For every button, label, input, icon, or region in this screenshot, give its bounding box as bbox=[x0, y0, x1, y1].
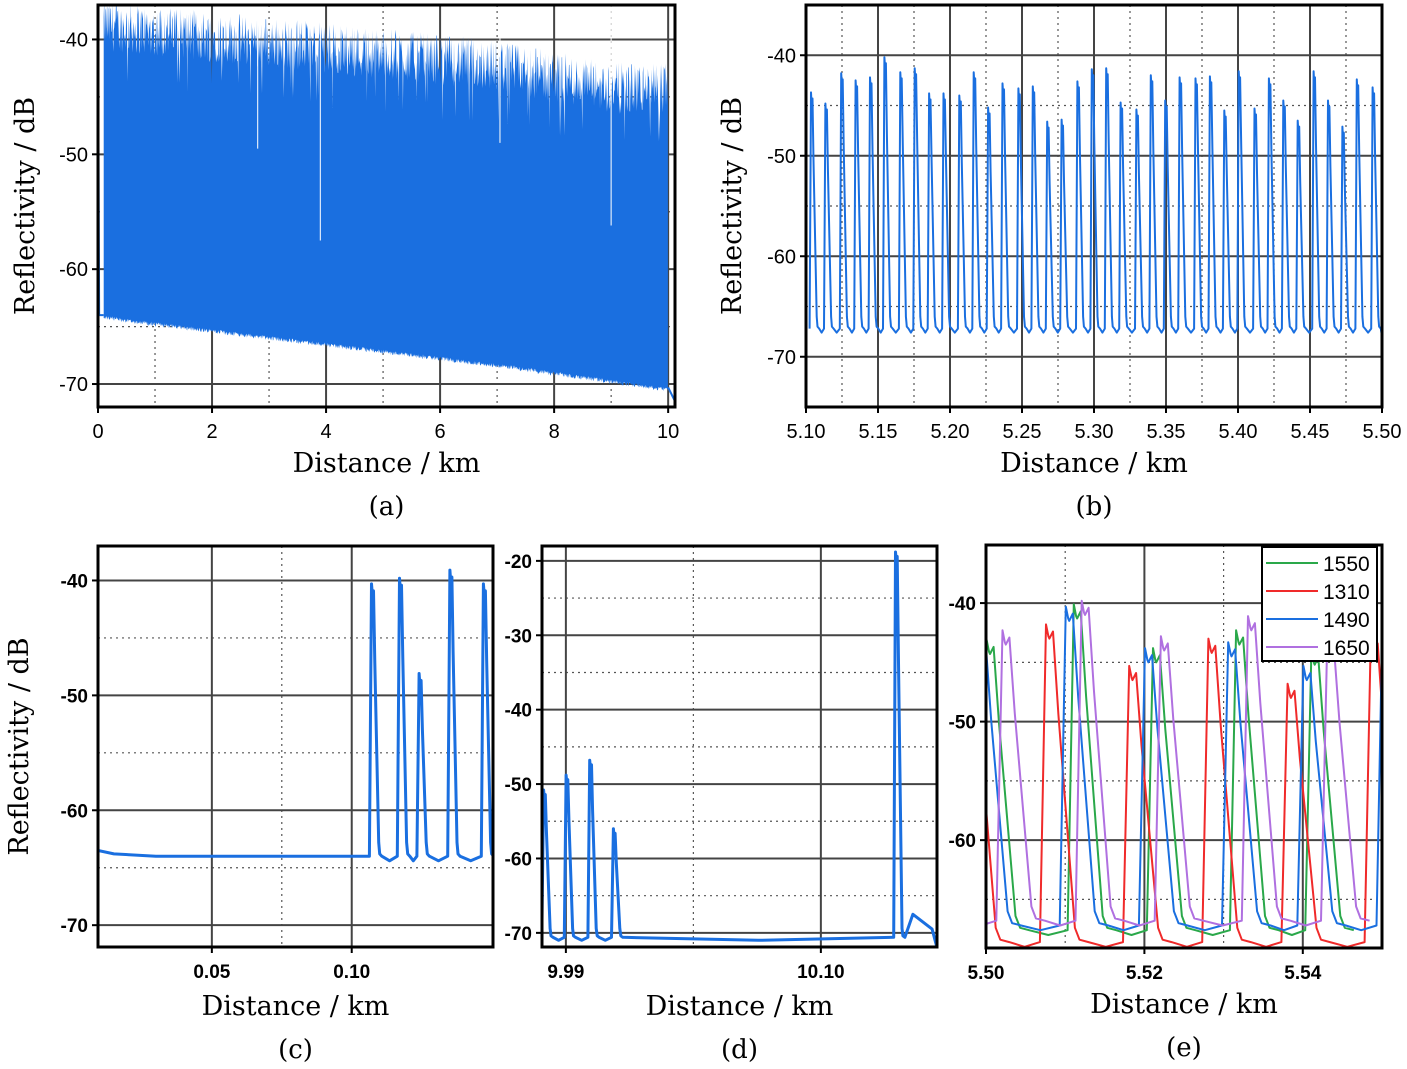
legend: 1550 1310 1490 1650 bbox=[1261, 546, 1378, 662]
panel-c: 0.05 0.10 -40 -50 -60 -70 Distance / km Reflect… bbox=[4, 544, 495, 1065]
y-tick-label: -50 bbox=[949, 713, 976, 734]
plot-frame bbox=[540, 544, 939, 949]
panel-a: 0 2 4 6 8 10 -40 -50 -60 -70 Distance / km Reflecti… bbox=[10, 3, 679, 522]
y-tick-label: -60 bbox=[505, 849, 532, 870]
x-axis-title: Distance / km bbox=[202, 991, 390, 1022]
x-tick-label: 10.10 bbox=[797, 962, 845, 983]
panel-caption: (d) bbox=[721, 1035, 758, 1065]
series-line-1490 bbox=[986, 605, 1382, 932]
y-tick-label: -50 bbox=[767, 146, 796, 168]
x-axis-title: Distance / km bbox=[293, 448, 481, 479]
y-tick-label: -70 bbox=[61, 916, 88, 937]
series-line-1650 bbox=[986, 599, 1370, 927]
y-tick-label: -60 bbox=[767, 246, 796, 268]
x-tick-label: 9.99 bbox=[547, 962, 584, 983]
plot-area bbox=[542, 550, 937, 947]
x-axis-title: Distance / km bbox=[646, 991, 834, 1022]
x-tick-label: 5.40 bbox=[1219, 421, 1258, 443]
y-tick-label: -40 bbox=[949, 594, 976, 615]
plot-area bbox=[98, 568, 493, 863]
x-tick-label: 5.30 bbox=[1075, 421, 1114, 443]
y-tick-label: -30 bbox=[505, 626, 532, 647]
y-tick-label: -70 bbox=[767, 347, 796, 369]
x-tick-label: 5.50 bbox=[968, 963, 1005, 984]
legend-label-1310: 1310 bbox=[1323, 581, 1370, 604]
x-tick-label: 5.52 bbox=[1126, 963, 1163, 984]
x-tick-label: 0 bbox=[92, 421, 103, 443]
y-tick-label: -40 bbox=[767, 45, 796, 67]
legend-box bbox=[1261, 546, 1378, 662]
y-tick-label: -60 bbox=[61, 801, 88, 822]
x-tick-label: 5.45 bbox=[1291, 421, 1330, 443]
x-tick-label: 5.25 bbox=[1003, 421, 1042, 443]
reflectivity-trace-area bbox=[103, 5, 668, 392]
y-tick-label: -50 bbox=[59, 144, 88, 166]
x-tick-label: 8 bbox=[549, 421, 560, 443]
y-tick-label: -60 bbox=[59, 259, 88, 281]
plot-frame bbox=[96, 3, 677, 409]
x-tick-label: 5.35 bbox=[1147, 421, 1186, 443]
panel-e: 5.50 5.52 5.54 -40 -50 -60 Distance / km (e) 155… bbox=[949, 543, 1384, 1063]
panel-caption: (b) bbox=[1076, 492, 1113, 522]
x-tick-label: 5.54 bbox=[1284, 963, 1321, 984]
y-tick-label: -50 bbox=[505, 775, 532, 796]
panel-caption: (a) bbox=[369, 492, 405, 522]
series-line-1310 bbox=[986, 623, 1382, 948]
series-line-trace bbox=[542, 550, 937, 947]
x-axis-title: Distance / km bbox=[1000, 448, 1188, 479]
y-tick-label: -40 bbox=[61, 571, 88, 592]
x-tick-label: 0.10 bbox=[333, 962, 370, 983]
x-tick-label: 5.10 bbox=[787, 421, 826, 443]
panel-caption: (e) bbox=[1166, 1033, 1202, 1063]
x-tick-label: 0.05 bbox=[193, 962, 230, 983]
x-tick-label: 6 bbox=[435, 421, 446, 443]
legend-label-1650: 1650 bbox=[1323, 637, 1370, 660]
x-tick-label: 5.15 bbox=[859, 421, 898, 443]
plot-area bbox=[986, 599, 1382, 948]
legend-label-1550: 1550 bbox=[1323, 553, 1370, 576]
y-tick-label: -60 bbox=[949, 831, 976, 852]
y-axis-title: Reflectivity / dB bbox=[10, 97, 41, 315]
y-tick-label: -70 bbox=[59, 374, 88, 396]
plot-frame bbox=[984, 543, 1384, 950]
panel-caption: (c) bbox=[278, 1035, 313, 1065]
y-tick-label: -20 bbox=[505, 552, 532, 573]
y-tick-label: -70 bbox=[505, 924, 532, 945]
panel-d: 9.99 10.10 -20 -30 -40 -50 -60 -70 Distance / km… bbox=[505, 544, 939, 1065]
x-tick-label: 4 bbox=[321, 421, 332, 443]
x-tick-label: 5.20 bbox=[931, 421, 970, 443]
panel-b: 5.10 5.15 5.20 5.25 5.30 5.35 5.40 5.45 5.50 -40 -… bbox=[717, 3, 1402, 522]
y-tick-label: -40 bbox=[59, 29, 88, 51]
x-tick-label: 5.50 bbox=[1363, 421, 1402, 443]
plot-area bbox=[98, 5, 675, 402]
y-tick-label: -40 bbox=[505, 701, 532, 722]
y-tick-label: -50 bbox=[61, 686, 88, 707]
plot-frame bbox=[96, 544, 495, 949]
x-axis-title: Distance / km bbox=[1090, 989, 1278, 1020]
x-tick-label: 2 bbox=[206, 421, 217, 443]
legend-label-1490: 1490 bbox=[1323, 609, 1370, 632]
series-line-trace bbox=[808, 56, 1382, 334]
series-line-trace bbox=[98, 568, 493, 863]
x-tick-label: 10 bbox=[657, 421, 679, 443]
y-axis-title: Reflectivity / dB bbox=[717, 97, 748, 315]
y-axis-title: Reflectivity / dB bbox=[4, 637, 35, 855]
plot-area bbox=[808, 56, 1382, 334]
